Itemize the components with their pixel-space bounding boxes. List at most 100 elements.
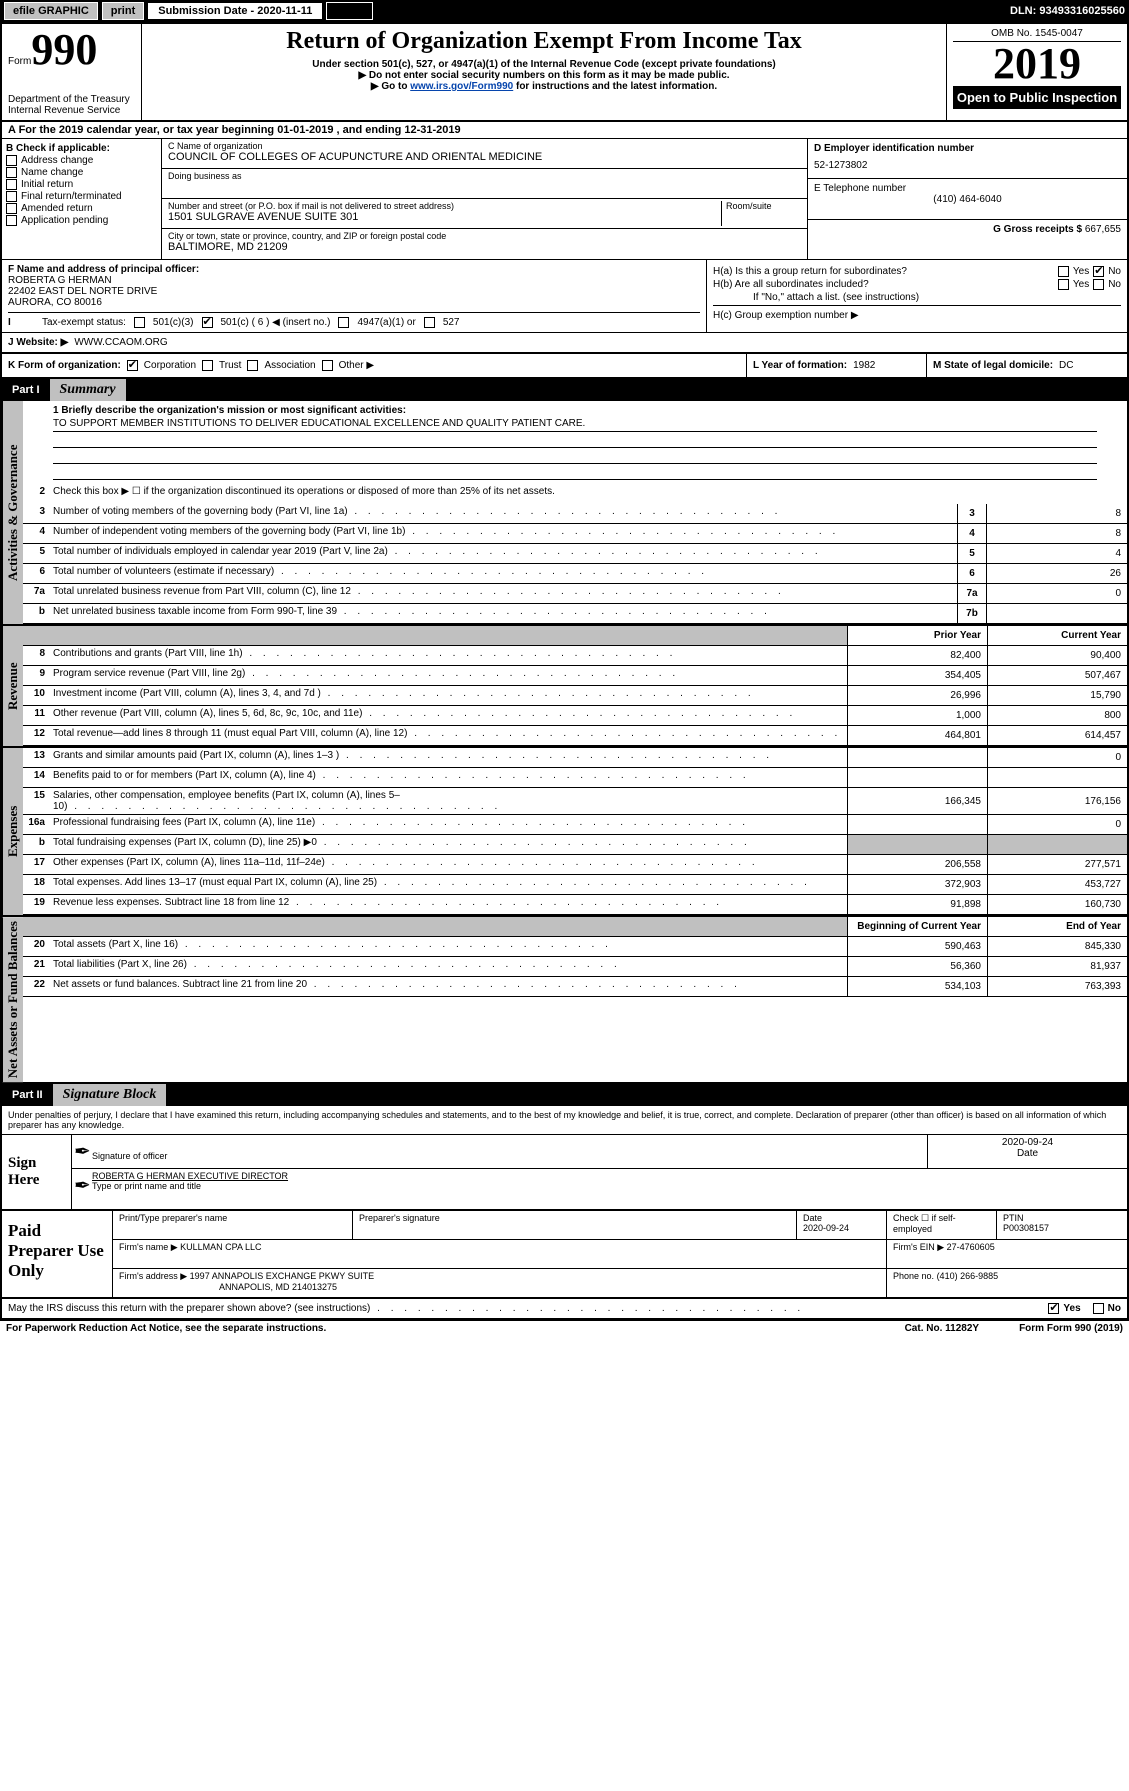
- form-subtitle-1: Under section 501(c), 527, or 4947(a)(1)…: [148, 59, 940, 70]
- section-net-assets: Net Assets or Fund Balances Beginning of…: [2, 917, 1127, 1084]
- line-current: 160,730: [987, 895, 1127, 914]
- pen-icon: ✒: [72, 1135, 88, 1168]
- form-number-footer: Form Form 990 (2019): [1019, 1323, 1123, 1334]
- chk-corp[interactable]: [127, 360, 138, 371]
- side-label-ag: Activities & Governance: [2, 401, 23, 624]
- chk-label: Address change: [21, 155, 93, 166]
- chk-501c[interactable]: [202, 317, 213, 328]
- firm-addr-label: Firm's address ▶: [119, 1271, 187, 1281]
- sig-date-label: Date: [934, 1148, 1121, 1159]
- chk-4947[interactable]: [338, 317, 349, 328]
- chk-label: Initial return: [21, 179, 73, 190]
- firm-addr2: ANNAPOLIS, MD 214013275: [119, 1282, 880, 1292]
- firm-addr1: 1997 ANNAPOLIS EXCHANGE PKWY SUITE: [190, 1271, 374, 1281]
- box-b: B Check if applicable: Address changeNam…: [2, 139, 162, 259]
- chk-other[interactable]: [322, 360, 333, 371]
- ha-label: H(a) Is this a group return for subordin…: [713, 266, 1054, 277]
- officer-signature-field[interactable]: Signature of officer: [88, 1135, 927, 1168]
- print-button[interactable]: print: [102, 2, 144, 20]
- year-formation-value: 1982: [853, 360, 875, 371]
- line-current: 507,467: [987, 666, 1127, 685]
- ha-yes[interactable]: [1058, 266, 1069, 277]
- section-activities-governance: Activities & Governance 1 Briefly descri…: [2, 401, 1127, 626]
- line-current: 763,393: [987, 977, 1127, 996]
- chk-501c3[interactable]: [134, 317, 145, 328]
- line2-text: Check this box ▶ ☐ if the organization d…: [49, 484, 1127, 504]
- line-current: 15,790: [987, 686, 1127, 705]
- part2-tag: Part II: [2, 1086, 53, 1104]
- ptin-value: P00308157: [1003, 1223, 1121, 1233]
- part1-header: Part I Summary: [2, 379, 1127, 401]
- chk-applicable[interactable]: [6, 203, 17, 214]
- line-desc: Total revenue—add lines 8 through 11 (mu…: [49, 726, 847, 745]
- department-label: Department of the Treasury Internal Reve…: [8, 94, 135, 116]
- preparer-sig-header: Preparer's signature: [353, 1211, 797, 1239]
- line-current: [987, 768, 1127, 787]
- box-b-title: B Check if applicable:: [6, 143, 157, 154]
- chk-applicable[interactable]: [6, 191, 17, 202]
- end-year-header: End of Year: [987, 917, 1127, 936]
- signature-block: Sign Here ✒ Signature of officer 2020-09…: [2, 1135, 1127, 1211]
- self-employed-check[interactable]: Check ☐ if self-employed: [887, 1211, 997, 1239]
- domicile-label: M State of legal domicile:: [933, 360, 1053, 371]
- website-value: WWW.CCAOM.ORG: [74, 337, 167, 348]
- officer-printed-name: ROBERTA G HERMAN EXECUTIVE DIRECTOR: [92, 1171, 1123, 1181]
- line-desc: Total unrelated business revenue from Pa…: [49, 584, 957, 603]
- form-subtitle-3: ▶ Go to www.irs.gov/Form990 for instruct…: [148, 81, 940, 92]
- line-current: 90,400: [987, 646, 1127, 665]
- line-num-col: 7a: [957, 584, 987, 603]
- preparer-name-header: Print/Type preparer's name: [113, 1211, 353, 1239]
- domicile-value: DC: [1059, 360, 1073, 371]
- line-current: 0: [987, 815, 1127, 834]
- chk-527[interactable]: [424, 317, 435, 328]
- firm-phone: (410) 266-9885: [937, 1271, 999, 1281]
- tax-year: 2019: [953, 42, 1121, 86]
- ha-no[interactable]: [1093, 266, 1104, 277]
- line-desc: Total assets (Part X, line 16): [49, 937, 847, 956]
- line-value: 0: [987, 584, 1127, 603]
- ptin-header: PTIN: [1003, 1213, 1121, 1223]
- line-desc: Total fundraising expenses (Part IX, col…: [49, 835, 847, 854]
- pra-notice: For Paperwork Reduction Act Notice, see …: [6, 1323, 905, 1334]
- firm-name-label: Firm's name ▶: [119, 1242, 178, 1252]
- line-value: 8: [987, 504, 1127, 523]
- efile-button[interactable]: efile GRAPHIC: [4, 2, 98, 20]
- gross-receipts-value: 667,655: [1085, 224, 1121, 235]
- block-bcdefg: B Check if applicable: Address changeNam…: [2, 139, 1127, 260]
- hb-yes[interactable]: [1058, 279, 1069, 290]
- printed-name-label: Type or print name and title: [92, 1181, 1123, 1191]
- discuss-no-chk[interactable]: [1093, 1303, 1104, 1314]
- box-f: F Name and address of principal officer:…: [2, 260, 707, 332]
- officer-addr2: AURORA, CO 80016: [8, 297, 700, 308]
- chk-applicable[interactable]: [6, 179, 17, 190]
- org-name: COUNCIL OF COLLEGES OF ACUPUNCTURE AND O…: [168, 151, 801, 163]
- dln-label: DLN: 93493316025560: [1010, 5, 1125, 17]
- line-desc: Net assets or fund balances. Subtract li…: [49, 977, 847, 996]
- row-j: J Website: ▶ WWW.CCAOM.ORG: [2, 333, 1127, 354]
- ein-label: D Employer identification number: [814, 143, 1121, 154]
- chk-assoc[interactable]: [247, 360, 258, 371]
- line-desc: Number of voting members of the governin…: [49, 504, 957, 523]
- chk-applicable[interactable]: [6, 215, 17, 226]
- discuss-question: May the IRS discuss this return with the…: [8, 1303, 1048, 1314]
- discuss-yes-chk[interactable]: [1048, 1303, 1059, 1314]
- line-value: 26: [987, 564, 1127, 583]
- officer-addr1: 22402 EAST DEL NORTE DRIVE: [8, 286, 700, 297]
- line-current: 614,457: [987, 726, 1127, 745]
- side-label-rev: Revenue: [2, 626, 23, 746]
- hb-no[interactable]: [1093, 279, 1104, 290]
- chk-trust[interactable]: [202, 360, 213, 371]
- chk-applicable[interactable]: [6, 155, 17, 166]
- pen-icon: ✒: [72, 1169, 88, 1202]
- part2-header: Part II Signature Block: [2, 1084, 1127, 1106]
- chk-applicable[interactable]: [6, 167, 17, 178]
- firm-name: KULLMAN CPA LLC: [180, 1242, 261, 1252]
- side-label-exp: Expenses: [2, 748, 23, 915]
- city-value: BALTIMORE, MD 21209: [168, 241, 801, 253]
- side-label-net: Net Assets or Fund Balances: [2, 917, 23, 1082]
- officer-label: F Name and address of principal officer:: [8, 264, 700, 275]
- line-current: 845,330: [987, 937, 1127, 956]
- irs-link[interactable]: www.irs.gov/Form990: [410, 81, 513, 92]
- perjury-statement: Under penalties of perjury, I declare th…: [2, 1106, 1127, 1135]
- line-num-col: 5: [957, 544, 987, 563]
